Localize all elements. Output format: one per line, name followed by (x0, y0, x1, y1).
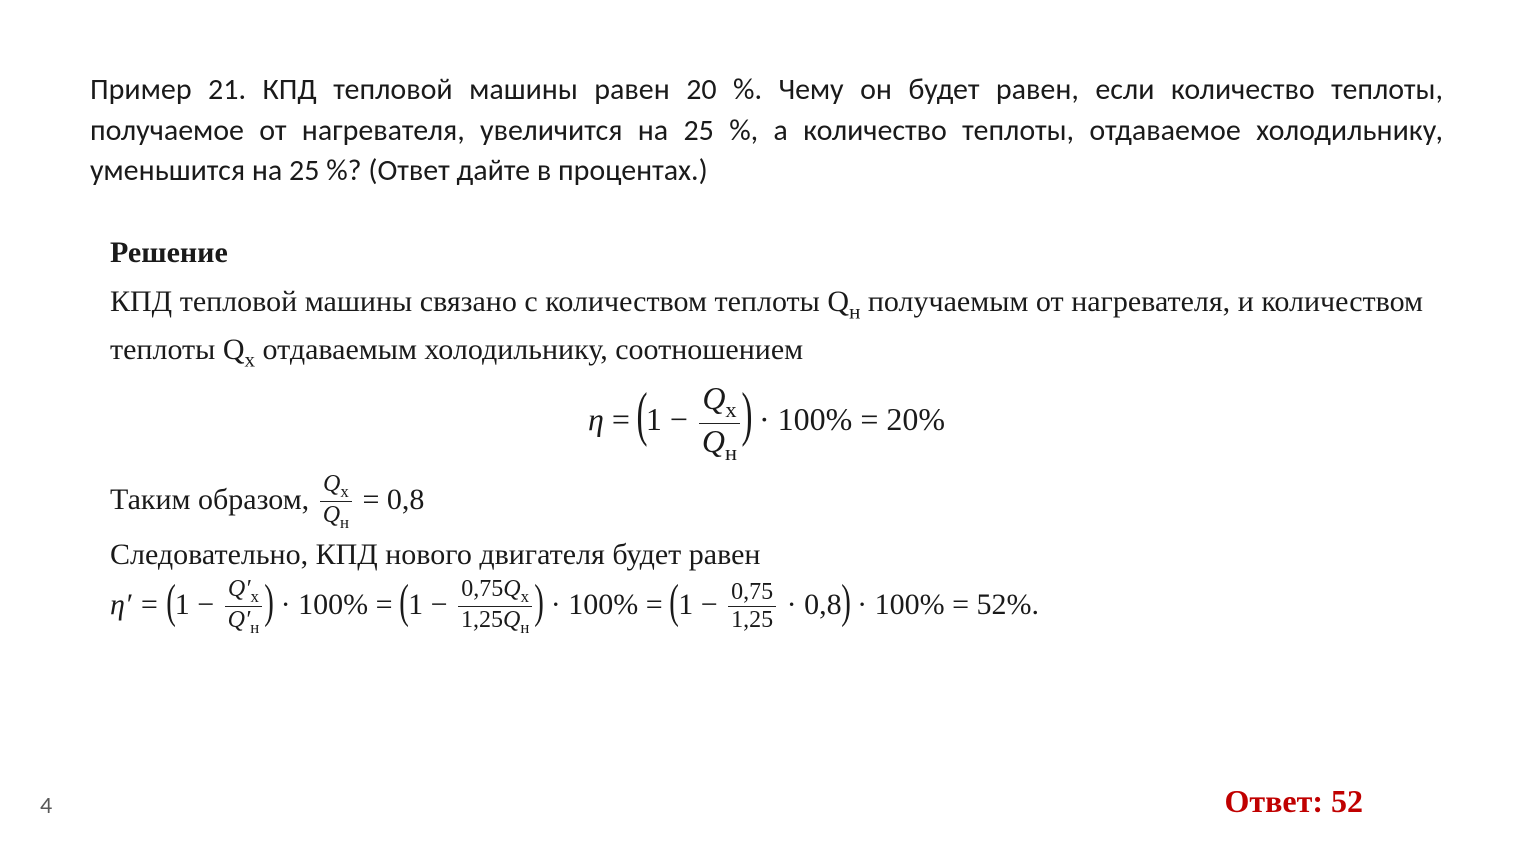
problem-statement: Пример 21. КПД тепловой машины равен 20 … (90, 70, 1443, 192)
eq3-om2: 1 − (408, 588, 455, 621)
f3d: 1,25 (728, 607, 776, 633)
eq3-om3: 1 − (678, 588, 725, 621)
eq1-frac: QхQн (699, 382, 740, 464)
f2ds: н (520, 618, 529, 637)
eq1-den: Q (702, 423, 725, 459)
f1d: Q (228, 607, 245, 633)
equation-1: η = (1 − QхQн) · 100% = 20% (110, 382, 1423, 464)
f2ns: х (521, 587, 529, 606)
f3n: 0,75 (728, 580, 776, 607)
solution-para-3: Следовательно, КПД нового двигателя буде… (110, 532, 1423, 577)
page-number: 4 (40, 791, 52, 820)
eq3-m1: · 100% = (273, 588, 400, 621)
answer: Ответ: 52 (1225, 783, 1363, 820)
f1ds: н (250, 618, 259, 637)
p1-c: отдаваемым холодильнику, соотношением (255, 333, 803, 366)
solution-title: Решение (110, 230, 1423, 275)
eq3-om1: 1 − (175, 588, 222, 621)
solution-para-2: Таким образом, QхQн = 0,8 (110, 472, 1423, 532)
eq1-num-sub: х (725, 397, 736, 422)
p1-sub2: х (245, 348, 256, 372)
eq1-eta: η (588, 401, 604, 437)
f2na: 0,75 (461, 576, 503, 602)
f1n: Q (228, 576, 245, 602)
f2da: 1,25 (461, 607, 503, 633)
eq3-tail: · 100% = 52%. (850, 588, 1039, 621)
eq2-den-sub: н (340, 513, 349, 532)
problem-text: КПД тепловой машины равен 20 %. Чему он … (90, 71, 1443, 189)
f1ns: х (251, 587, 259, 606)
eq1-oneminus: 1 − (646, 401, 696, 437)
eq3-frac3: 0,751,25 (728, 580, 776, 633)
eq1-num: Q (702, 380, 725, 416)
eq3-m2: · 100% = (543, 588, 670, 621)
solution-para-1: КПД тепловой машины связано с количество… (110, 279, 1423, 377)
eq2-frac: QхQн (320, 472, 352, 532)
equation-3: η′ = (1 − Q′хQ′н) · 100% = (1 − 0,75Qх1,… (110, 577, 1423, 637)
p2-a: Таким образом, (110, 483, 317, 516)
eq1-eq: = (604, 401, 638, 437)
eq1-den-sub: н (725, 439, 737, 464)
p1-sub1: н (849, 299, 860, 323)
eq3-t08: · 0,8 (779, 588, 842, 621)
eq2-num: Q (323, 471, 340, 497)
eq2-num-sub: х (340, 482, 348, 501)
p1-a: КПД тепловой машины связано с количество… (110, 285, 849, 318)
eq1-tail: · 100% = 20% (751, 401, 945, 437)
eq3-frac2: 0,75Qх 1,25Qн (458, 577, 532, 637)
eq2-den: Q (323, 502, 340, 528)
eq3-frac1: Q′хQ′н (225, 577, 263, 637)
problem-label: Пример 21. (90, 71, 246, 108)
eq2-val: = 0,8 (355, 483, 424, 516)
f2nb: Q (503, 576, 520, 602)
eq3-lead: η′ = (110, 588, 167, 621)
solution-block: Решение КПД тепловой машины связано с ко… (90, 230, 1443, 637)
f2db: Q (503, 607, 520, 633)
